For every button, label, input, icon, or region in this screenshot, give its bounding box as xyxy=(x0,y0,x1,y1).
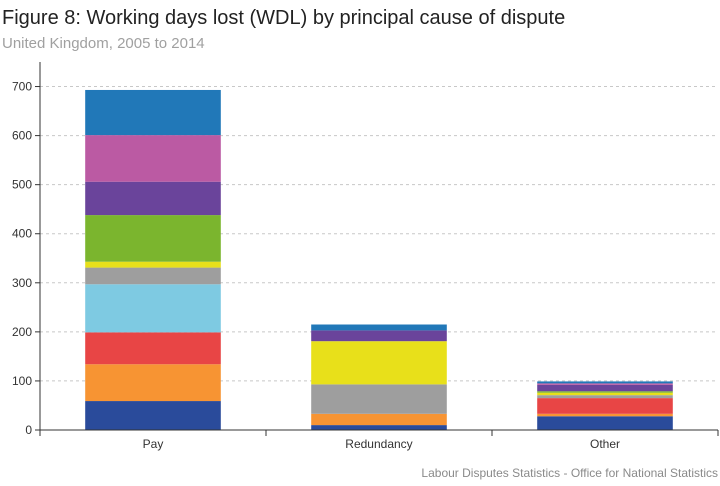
bar-segment-other-1 xyxy=(537,413,673,417)
y-tick-label: 600 xyxy=(12,129,32,143)
chart-subtitle: United Kingdom, 2005 to 2014 xyxy=(2,35,205,52)
bar-segment-pay-1 xyxy=(85,364,221,402)
bar-segment-redundancy-9 xyxy=(311,324,447,331)
bar-segment-redundancy-4 xyxy=(311,384,447,414)
bar-segment-pay-8 xyxy=(85,135,221,182)
bar-segment-other-9 xyxy=(537,381,673,384)
bars xyxy=(85,89,673,430)
bar-segment-redundancy-0 xyxy=(311,425,447,430)
bar-segment-pay-3 xyxy=(85,284,221,333)
bar-segment-other-2 xyxy=(537,398,673,414)
x-tick-label-redundancy: Redundancy xyxy=(345,437,412,451)
y-tick-label: 700 xyxy=(12,80,32,94)
source-note: Labour Disputes Statistics - Office for … xyxy=(421,466,718,480)
x-tick-label-other: Other xyxy=(590,437,620,451)
bar-segment-other-4 xyxy=(537,395,673,399)
y-tick-label: 200 xyxy=(12,325,32,339)
y-tick-label: 100 xyxy=(12,374,32,388)
bar-segment-redundancy-5 xyxy=(311,341,447,385)
x-tick-label-pay: Pay xyxy=(143,437,164,451)
bar-segment-redundancy-7 xyxy=(311,330,447,342)
bar-segment-other-8 xyxy=(537,383,673,385)
bar-segment-pay-4 xyxy=(85,267,221,285)
axes: 0 100 200 300 400 500 600 700 Pay Redundancy Other xyxy=(12,62,719,451)
y-tick-label: 0 xyxy=(25,423,32,437)
bar-segment-other-6 xyxy=(537,391,673,393)
bar-segment-pay-2 xyxy=(85,332,221,365)
bar-segment-other-0 xyxy=(537,416,673,430)
bar-segment-pay-7 xyxy=(85,181,221,216)
bar-segment-pay-9 xyxy=(85,89,221,136)
bar-segment-other-5 xyxy=(537,392,673,396)
chart-title: Figure 8: Working days lost (WDL) by pri… xyxy=(2,7,566,29)
bar-segment-pay-0 xyxy=(85,401,221,430)
y-tick-label: 300 xyxy=(12,276,32,290)
y-tick-label: 500 xyxy=(12,178,32,192)
y-tick-label: 400 xyxy=(12,227,32,241)
bar-segment-pay-6 xyxy=(85,215,221,262)
bar-segment-redundancy-1 xyxy=(311,413,447,426)
bar-segment-pay-5 xyxy=(85,261,221,268)
bar-segment-other-7 xyxy=(537,384,673,392)
